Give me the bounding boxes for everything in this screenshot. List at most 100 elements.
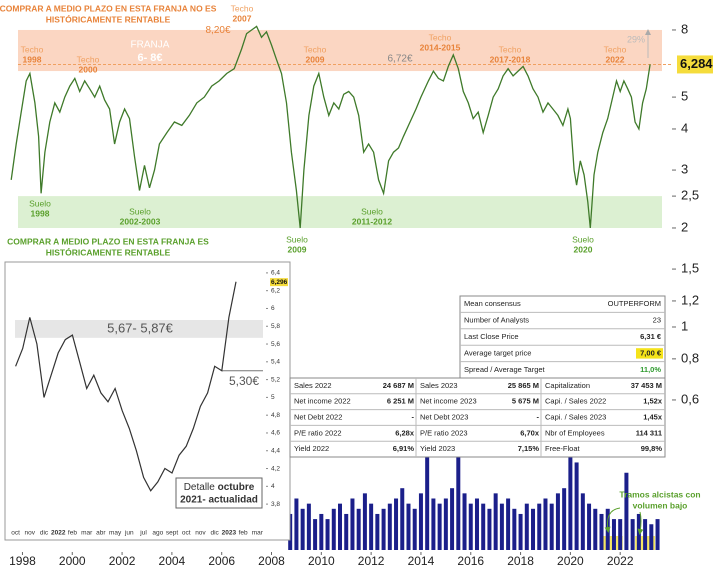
inset-x-label: jul (139, 530, 147, 537)
volume-bar (406, 503, 411, 550)
table-value: 24 687 M (383, 381, 414, 390)
volume-bar (549, 503, 554, 550)
volume-bar (555, 493, 560, 550)
volume-bar (562, 488, 567, 550)
value-highlight (636, 348, 663, 359)
table-value: 99,8% (641, 444, 663, 453)
volume-bar (356, 508, 361, 550)
caption: Detalle octubre (184, 482, 255, 493)
y-tick-label: 0,6 (681, 391, 699, 406)
table-label: Net Debt 2022 (294, 412, 342, 421)
table-value: 6,31 € (640, 332, 662, 341)
table-value: - (412, 412, 415, 421)
trough-label: Suelo (29, 198, 51, 208)
warning: COMPRAR A MEDIO PLAZO EN ESTA FRANJA NO … (0, 3, 217, 13)
table-label: Capi. / Sales 2023 (545, 412, 606, 421)
band-label: FRANJA (131, 40, 170, 51)
inset-x-label: feb (239, 530, 248, 537)
inset-x-label: nov (195, 530, 206, 537)
band (18, 196, 662, 228)
annotation-arrow (637, 511, 644, 535)
x-tick-label: 2020 (557, 554, 584, 568)
volume-annotation: volumen bajo (633, 500, 688, 510)
peak-label: Techo (604, 44, 627, 54)
inset-y-tick-label: 5,4 (271, 359, 280, 366)
volume-bar (394, 498, 399, 550)
volume-bar (512, 508, 517, 550)
volume-bar (369, 503, 374, 550)
table-value: - (537, 412, 540, 421)
table-label: Free-Float (545, 444, 581, 453)
inset-line (15, 281, 237, 492)
peak-label: Techo (304, 44, 327, 54)
price-line (10, 25, 651, 229)
peak-label: 2014-2015 (420, 42, 461, 52)
table-value: 25 865 M (508, 381, 539, 390)
x-tick-label: 2004 (159, 554, 186, 568)
inset-y-tick-label: 4,6 (271, 430, 280, 437)
peak-label: 2009 (306, 54, 325, 64)
table-label: Net income 2022 (294, 397, 351, 406)
trough-label: Suelo (361, 206, 383, 216)
trough-label: 2009 (288, 244, 307, 254)
table-value: 7,15% (518, 444, 540, 453)
volume-bar (443, 498, 448, 550)
volume-bar (387, 503, 392, 550)
y-tick-label: 3 (681, 161, 688, 176)
x-tick-label: 2014 (408, 554, 435, 568)
table-label: Spread / Average Target (464, 365, 546, 374)
inset-x-label: may (109, 530, 122, 537)
inset-last-label: 6,296 (271, 279, 288, 286)
inset-y-tick-label: 5,2 (271, 376, 280, 383)
support-label: 5,30€ (229, 374, 259, 388)
table-label: Capi. / Sales 2022 (545, 397, 606, 406)
inset-y-tick-label: 5,6 (271, 341, 280, 348)
volume-bar (325, 519, 330, 550)
volume-bar (655, 519, 660, 550)
inset-y-tick-label: 4 (271, 483, 275, 490)
volume-bar (599, 513, 604, 550)
last-price-box (677, 55, 713, 74)
volume-bar (649, 524, 654, 550)
inset-band-label: 5,67- 5,87€ (107, 320, 174, 335)
table-label: Last Close Price (464, 332, 519, 341)
table-label: Number of Analysts (464, 316, 529, 325)
inset-x-label: oct (11, 530, 20, 537)
inset-x-label: 2022 (51, 530, 66, 537)
warning: HISTÓRICAMENTE RENTABLE (46, 13, 171, 24)
peak-label: 1998 (23, 54, 42, 64)
table-label: Capitalization (545, 381, 590, 390)
x-tick-label: 2010 (308, 554, 335, 568)
x-tick-label: 2018 (507, 554, 534, 568)
volume-bar (431, 498, 436, 550)
volume-bar (456, 447, 461, 550)
table-value: 6,28x (395, 428, 415, 437)
table-value: 6 251 M (387, 397, 414, 406)
inset-y-tick-label: 3,8 (271, 501, 280, 508)
caption-word: octubre (218, 482, 255, 493)
price-label: 6,72€ (387, 54, 412, 65)
inset-x-label: 2023 (222, 530, 237, 537)
inset-x-label: abr (96, 530, 106, 537)
x-tick-label: 2022 (607, 554, 634, 568)
volume-bar (611, 519, 616, 550)
volume-bar (381, 508, 386, 550)
volume-bar (474, 498, 479, 550)
table-frame (459, 295, 666, 379)
caption-box (175, 477, 263, 509)
volume-bar (568, 457, 573, 550)
peak-label: Techo (429, 32, 452, 42)
x-tick-label: 2012 (358, 554, 385, 568)
trough-label: 2002-2003 (120, 216, 161, 226)
band-label: 6- 8€ (137, 52, 162, 64)
table-label: Yield 2023 (420, 444, 455, 453)
volume-bar (537, 503, 542, 550)
volume-bar (362, 493, 367, 550)
inset-x-label: dic (211, 530, 220, 537)
inset-x-label: dic (40, 530, 49, 537)
x-tick-label: 2016 (457, 554, 484, 568)
table-label: Mean consensus (464, 299, 521, 308)
trough-label: Suelo (129, 206, 151, 216)
table-label: Average target price (464, 348, 531, 357)
volume-bar (531, 508, 536, 550)
